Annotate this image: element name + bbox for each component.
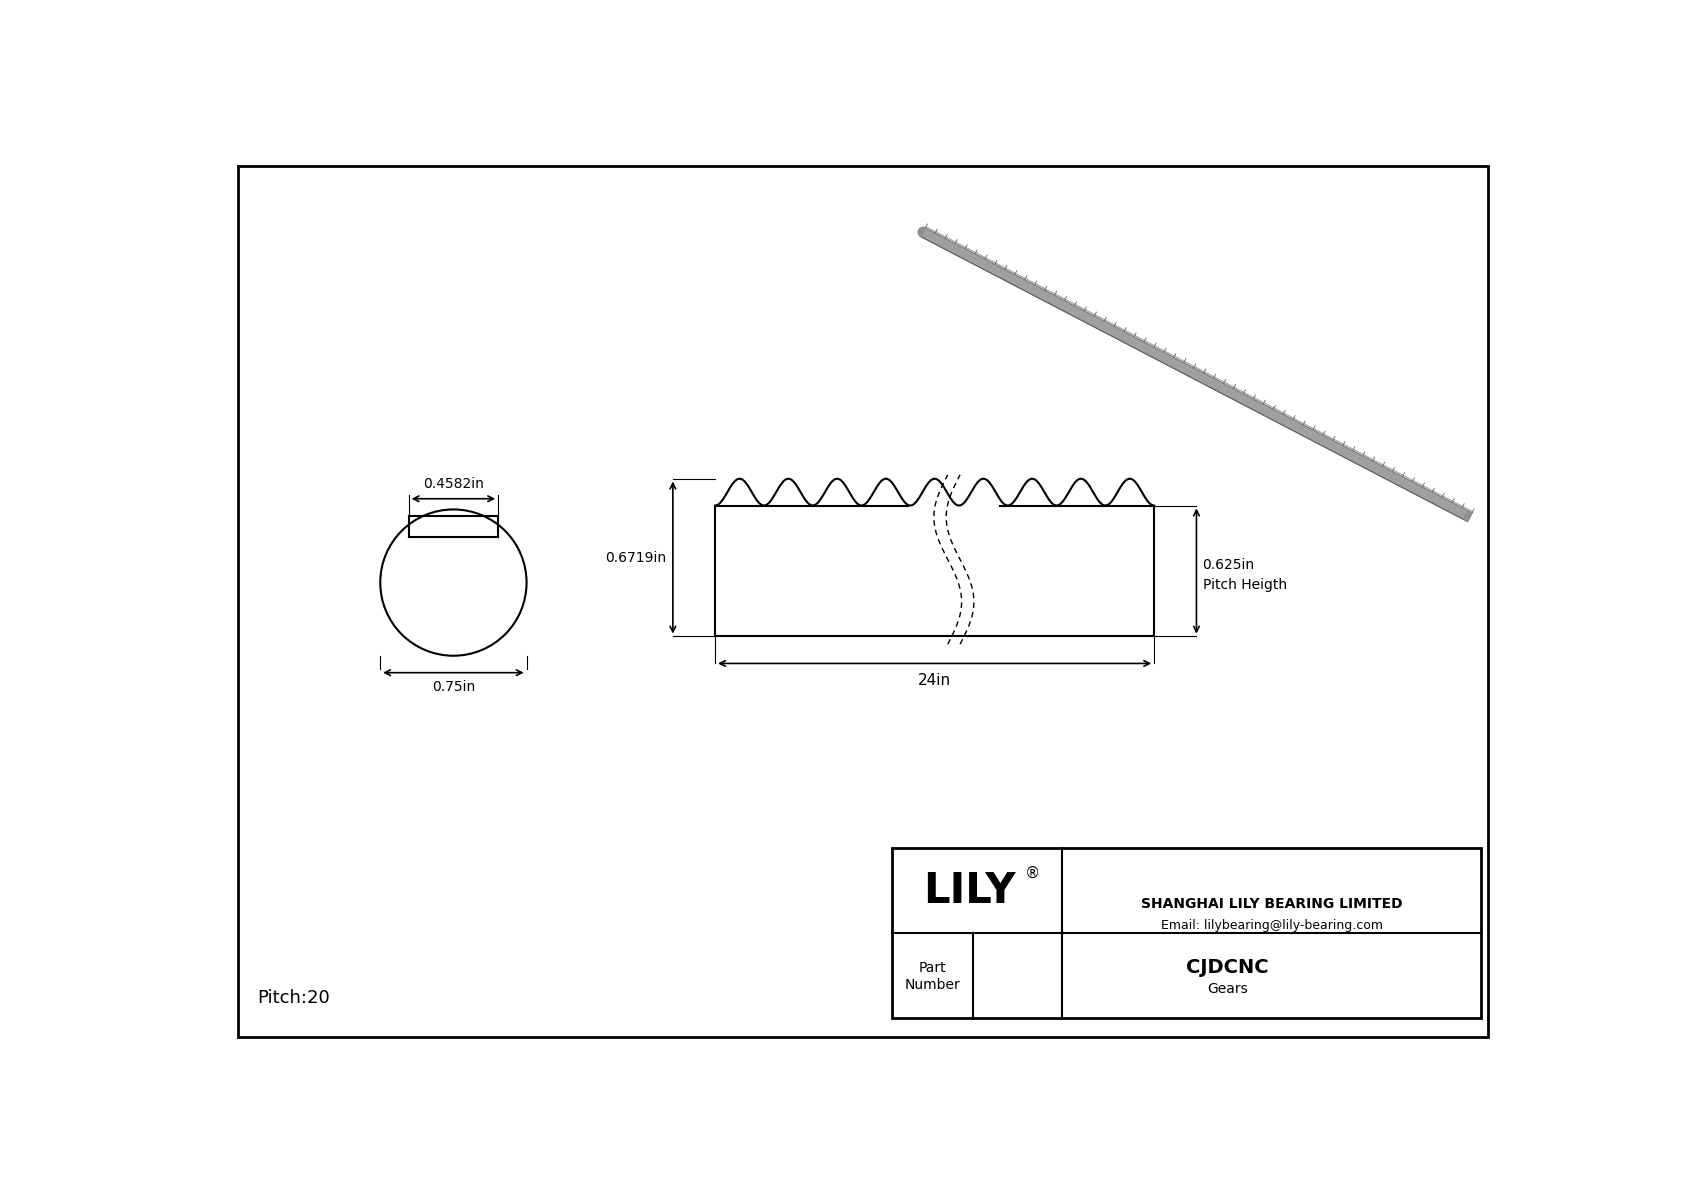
Polygon shape	[1465, 512, 1472, 522]
Text: CJDCNC: CJDCNC	[1186, 958, 1268, 977]
Bar	[893, 848, 1482, 1017]
Text: 0.4582in: 0.4582in	[423, 478, 483, 491]
Text: LILY: LILY	[923, 869, 1015, 911]
Text: Number: Number	[904, 978, 960, 992]
Text: Pitch:20: Pitch:20	[258, 990, 330, 1008]
Text: 0.625in: 0.625in	[1202, 557, 1255, 572]
Text: Pitch Heigth: Pitch Heigth	[1202, 578, 1287, 592]
Text: SHANGHAI LILY BEARING LIMITED: SHANGHAI LILY BEARING LIMITED	[1140, 897, 1403, 911]
Polygon shape	[918, 227, 926, 237]
Text: ®: ®	[1026, 866, 1041, 881]
Text: Gears: Gears	[1207, 983, 1248, 996]
Bar	[409, 516, 498, 537]
Text: 0.75in: 0.75in	[431, 680, 475, 694]
Text: 0.6719in: 0.6719in	[606, 550, 667, 565]
Bar	[716, 506, 1154, 636]
Circle shape	[381, 510, 527, 656]
Text: Part: Part	[919, 961, 946, 975]
Polygon shape	[921, 227, 1472, 522]
Text: 24in: 24in	[918, 673, 951, 687]
Text: Email: lilybearing@lily-bearing.com: Email: lilybearing@lily-bearing.com	[1160, 918, 1383, 931]
Polygon shape	[926, 226, 1474, 512]
